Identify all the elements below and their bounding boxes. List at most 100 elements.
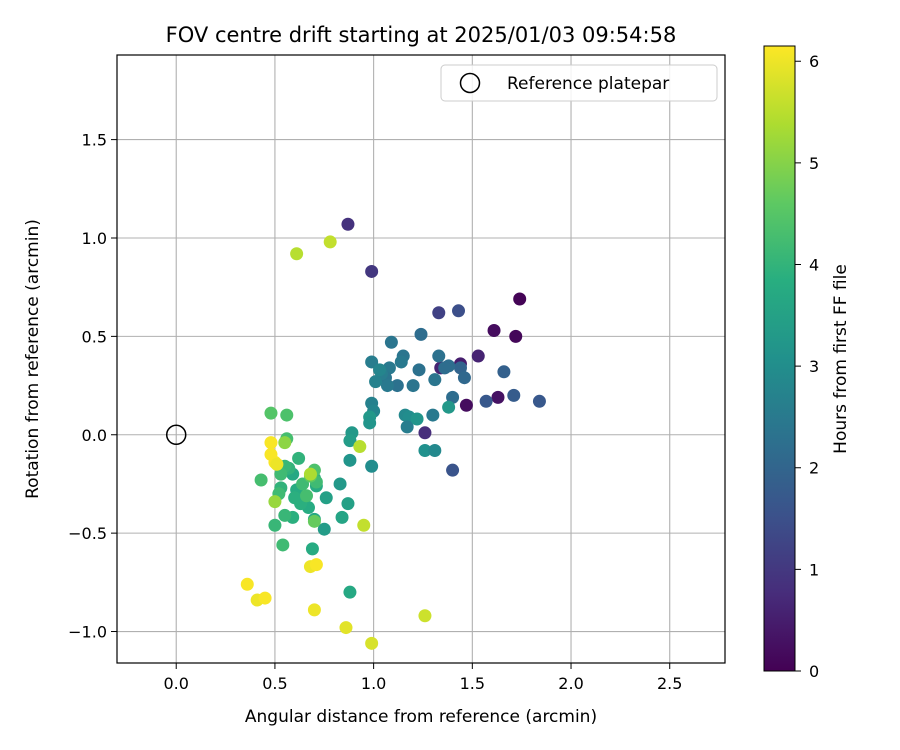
data-point xyxy=(394,355,408,369)
data-point xyxy=(471,349,485,363)
data-point xyxy=(309,558,323,572)
data-point xyxy=(442,400,456,414)
data-point xyxy=(254,473,268,487)
data-point xyxy=(414,327,428,341)
x-axis-label: Angular distance from reference (arcmin) xyxy=(245,707,597,727)
data-point xyxy=(307,603,321,617)
data-point xyxy=(365,355,379,369)
data-point xyxy=(507,388,521,402)
data-point xyxy=(428,443,442,457)
data-point xyxy=(335,510,349,524)
data-point xyxy=(452,304,466,318)
y-axis-ticks: −1.0 −0.5 0.0 0.5 1.0 1.5 xyxy=(68,131,117,642)
legend-box xyxy=(440,64,718,102)
data-point xyxy=(268,495,282,509)
reference-platepar-marker xyxy=(165,424,187,446)
data-point xyxy=(453,361,467,375)
data-point xyxy=(290,247,304,261)
data-point xyxy=(418,426,432,440)
data-point xyxy=(432,349,446,363)
y-axis-label: Rotation from reference (arcmin) xyxy=(23,219,43,499)
grid-lines xyxy=(117,55,725,663)
data-point xyxy=(497,365,511,379)
data-point xyxy=(400,420,414,434)
x-tick-label: 1.0 xyxy=(361,674,386,693)
legend: Reference platepar xyxy=(440,64,718,102)
data-point xyxy=(319,491,333,505)
plot-frame xyxy=(116,54,726,664)
data-point xyxy=(339,621,353,635)
x-tick-label: 2.5 xyxy=(657,674,682,693)
data-point xyxy=(307,514,321,528)
data-point xyxy=(446,390,460,404)
data-point xyxy=(479,394,493,408)
data-point xyxy=(323,235,337,249)
x-tick-label: 2.0 xyxy=(558,674,583,693)
data-point xyxy=(365,459,379,473)
y-tick-label: 0.5 xyxy=(82,327,107,346)
data-point xyxy=(365,264,379,278)
data-point xyxy=(365,636,379,650)
y-tick-label: −1.0 xyxy=(68,623,107,642)
data-point xyxy=(459,398,473,412)
data-point xyxy=(457,371,471,385)
legend-entry-reference-platepar: Reference platepar xyxy=(507,74,669,94)
colorbar-tick-label: 3 xyxy=(809,357,819,376)
data-point xyxy=(491,390,505,404)
data-point xyxy=(258,591,272,605)
legend-marker-icon xyxy=(459,72,481,94)
data-point xyxy=(373,363,387,377)
data-point xyxy=(240,577,254,591)
data-point xyxy=(410,412,424,426)
y-tick-label: −0.5 xyxy=(68,524,107,543)
data-point xyxy=(296,477,310,491)
data-point xyxy=(353,440,367,454)
colorbar-ticks: 0 1 2 3 4 5 6 xyxy=(795,52,819,681)
y-tick-label: 1.5 xyxy=(82,131,107,150)
data-point xyxy=(532,394,546,408)
colorbar-tick-label: 0 xyxy=(809,662,819,681)
data-point xyxy=(280,408,294,422)
colorbar-tick-label: 2 xyxy=(809,459,819,478)
x-tick-label: 1.5 xyxy=(460,674,485,693)
colorbar-tick-label: 6 xyxy=(809,52,819,71)
data-point xyxy=(274,467,288,481)
colorbar-tick-label: 4 xyxy=(809,255,819,274)
data-point xyxy=(426,408,440,422)
data-point xyxy=(432,306,446,320)
data-point xyxy=(438,361,452,375)
data-point xyxy=(406,379,420,393)
data-point xyxy=(288,491,302,505)
y-tick-label: 1.0 xyxy=(82,229,107,248)
data-point xyxy=(278,508,292,522)
data-point xyxy=(363,416,377,430)
data-point xyxy=(305,542,319,556)
data-point xyxy=(343,585,357,599)
data-point xyxy=(428,373,442,387)
data-point xyxy=(264,436,278,450)
data-points xyxy=(240,217,546,650)
data-point xyxy=(303,467,317,481)
data-point xyxy=(369,375,383,389)
data-point xyxy=(292,451,306,465)
data-point xyxy=(276,538,290,552)
colorbar-tick-label: 1 xyxy=(809,560,819,579)
x-tick-label: 0.5 xyxy=(262,674,287,693)
y-tick-label: 0.0 xyxy=(82,426,107,445)
x-tick-label: 0.0 xyxy=(163,674,188,693)
data-point xyxy=(418,609,432,623)
colorbar-tick-label: 5 xyxy=(809,154,819,173)
data-point xyxy=(341,497,355,511)
data-point xyxy=(270,457,284,471)
data-point xyxy=(446,463,460,477)
data-point xyxy=(264,406,278,420)
data-point xyxy=(380,379,394,393)
data-point xyxy=(513,292,527,306)
data-point xyxy=(341,217,355,231)
reference-point-marker xyxy=(165,424,187,446)
data-point xyxy=(487,323,501,337)
data-point xyxy=(268,518,282,532)
data-point xyxy=(509,329,523,343)
data-point xyxy=(317,522,331,536)
